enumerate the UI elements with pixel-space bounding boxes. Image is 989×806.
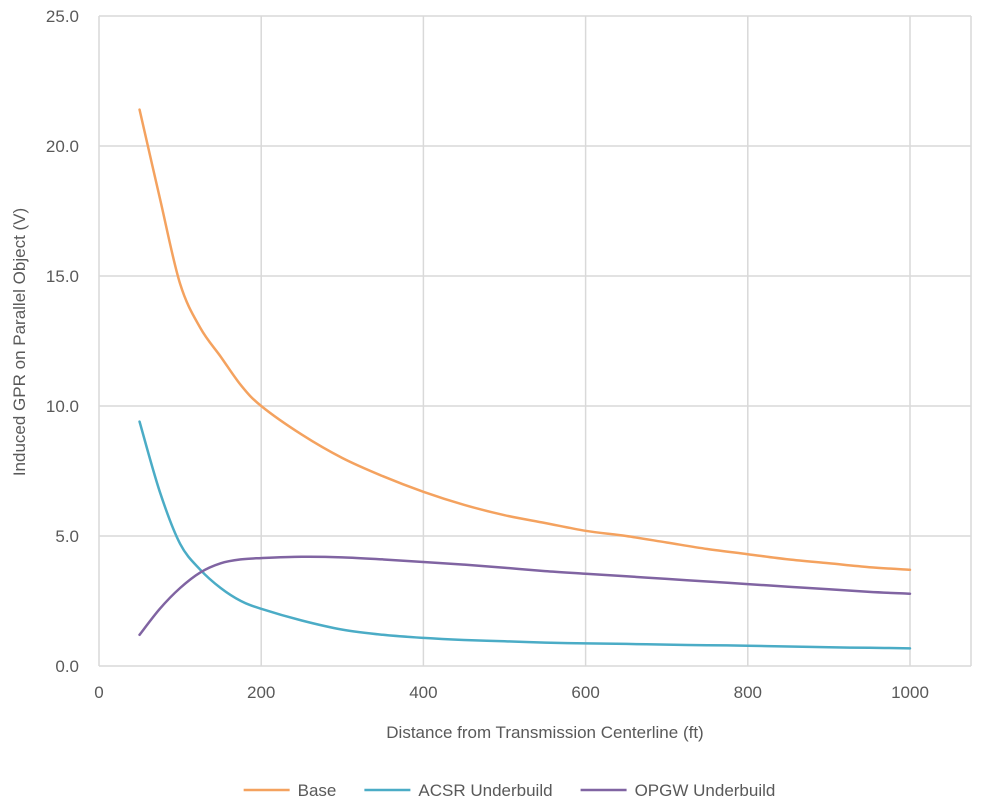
series-line-acsr-underbuild	[138, 420, 912, 650]
series-line-base	[138, 108, 912, 572]
legend: Base ACSR Underbuild OPGW Underbuild	[243, 781, 776, 800]
legend-label-opgw-underbuild: OPGW Underbuild	[635, 781, 776, 800]
y-tick-label: 25.0	[46, 7, 79, 26]
y-tick-label: 20.0	[46, 137, 79, 156]
series-lines	[138, 108, 912, 650]
series-line-opgw-underbuild	[138, 555, 912, 637]
x-axis-ticks: 0 200 400 600 800 1000	[94, 683, 929, 702]
y-axis-ticks: 0.0 5.0 10.0 15.0 20.0 25.0	[46, 7, 79, 676]
y-tick-label: 0.0	[55, 657, 79, 676]
x-tick-label: 600	[571, 683, 599, 702]
x-tick-label: 1000	[891, 683, 929, 702]
y-axis-title: Induced GPR on Parallel Object (V)	[10, 208, 29, 476]
y-tick-label: 10.0	[46, 397, 79, 416]
gridlines	[98, 15, 972, 667]
x-tick-label: 200	[247, 683, 275, 702]
x-tick-label: 800	[734, 683, 762, 702]
legend-label-acsr-underbuild: ACSR Underbuild	[418, 781, 552, 800]
x-tick-label: 0	[94, 683, 103, 702]
legend-label-base: Base	[298, 781, 337, 800]
y-tick-label: 5.0	[55, 527, 79, 546]
x-axis-title: Distance from Transmission Centerline (f…	[386, 723, 703, 742]
y-tick-label: 15.0	[46, 267, 79, 286]
x-tick-label: 400	[409, 683, 437, 702]
